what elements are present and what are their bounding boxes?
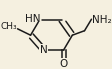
Text: HN: HN bbox=[25, 14, 41, 24]
Text: CH₃: CH₃ bbox=[0, 22, 17, 31]
Text: N: N bbox=[40, 45, 47, 55]
Text: NH₂: NH₂ bbox=[92, 15, 112, 25]
Text: O: O bbox=[59, 59, 68, 69]
